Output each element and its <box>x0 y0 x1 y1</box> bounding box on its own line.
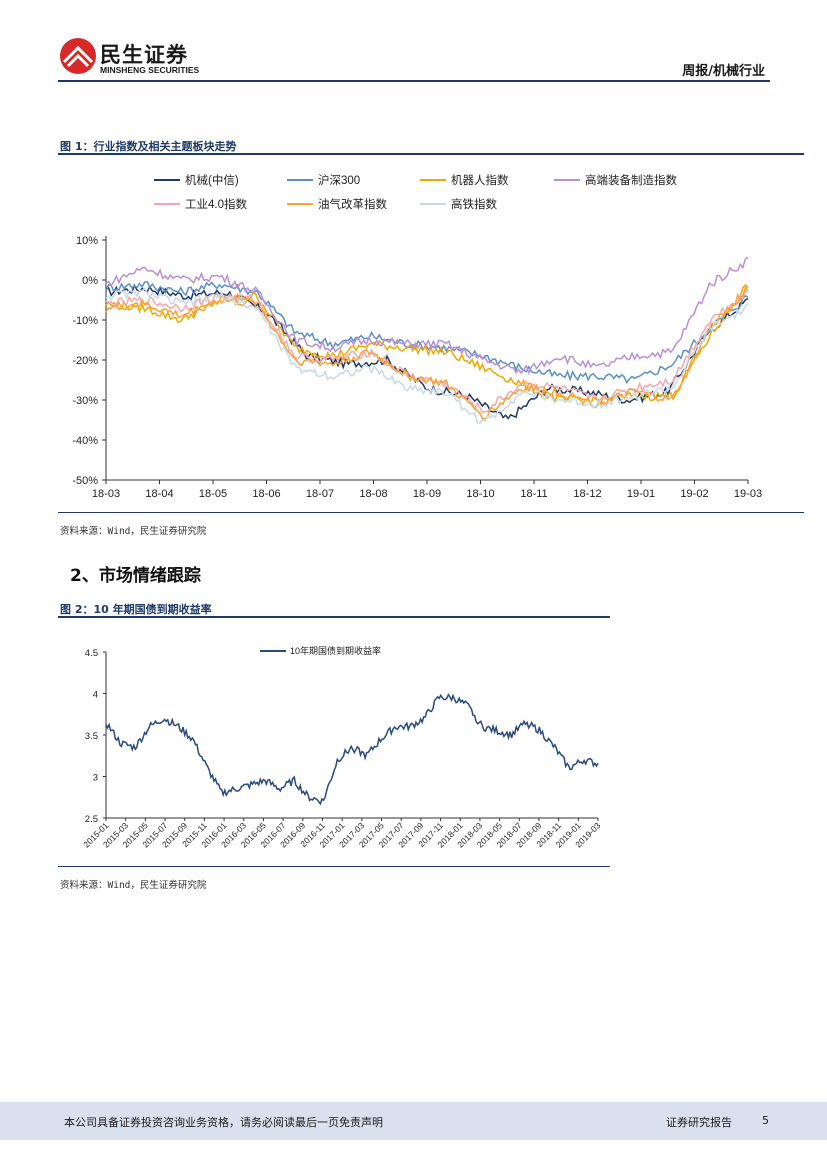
x-tick-label: 18-10 <box>466 488 494 500</box>
x-tick-label: 18-07 <box>306 488 334 500</box>
logo-text-cn: 民生证券 <box>100 43 188 67</box>
legend-label: 沪深300 <box>318 173 360 187</box>
section-title: 2、市场情绪跟踪 <box>70 566 201 586</box>
report-category: 周报/机械行业 <box>682 64 765 79</box>
y-tick-label: -50% <box>72 475 98 487</box>
y-tick-label: -40% <box>72 435 98 447</box>
x-tick-label: 19-02 <box>680 488 708 500</box>
y-tick-label: -20% <box>72 355 98 367</box>
series-line <box>105 256 749 375</box>
figure2-bottom-rule <box>58 866 610 867</box>
figure1-source: 资料来源：Wind，民生证券研究院 <box>60 526 207 537</box>
footer-disclaimer: 本公司具备证券投资咨询业务资格，请务必阅读最后一页免责声明 <box>64 1116 383 1129</box>
figure2-chart: 10年期国债到期收益率4.543.532.52015-012015-032015… <box>81 645 602 849</box>
legend-label: 10年期国债到期收益率 <box>290 645 381 656</box>
x-tick-label: 18-11 <box>520 488 547 500</box>
company-logo: 民生证券 MINSHENG SECURITIES <box>58 36 218 80</box>
x-tick-label: 18-12 <box>573 488 601 500</box>
series-line <box>105 287 749 425</box>
y-tick-label: 3.5 <box>85 731 98 742</box>
minsheng-logo-icon <box>60 38 96 74</box>
legend-label: 油气改革指数 <box>318 197 387 211</box>
x-tick-label: 18-05 <box>199 488 227 500</box>
legend-label: 机械(中信) <box>185 173 239 187</box>
y-tick-label: 4 <box>93 690 98 701</box>
y-tick-label: 10% <box>76 235 98 247</box>
figure1-bottom-rule <box>58 512 804 513</box>
series-line <box>105 280 749 385</box>
legend-label: 高端装备制造指数 <box>585 173 677 187</box>
figure1-title: 图 1：行业指数及相关主题板块走势 <box>60 140 237 153</box>
x-tick-label: 18-09 <box>413 488 441 500</box>
page-header: 民生证券 MINSHENG SECURITIES 周报/机械行业 <box>0 0 827 90</box>
figure2-top-rule <box>58 616 610 618</box>
header-divider <box>58 80 770 82</box>
x-tick-label: 18-08 <box>359 488 387 500</box>
page-number: 5 <box>762 1114 769 1127</box>
x-tick-label: 19-01 <box>627 488 655 500</box>
y-tick-label: -30% <box>72 395 98 407</box>
series-line <box>105 693 599 806</box>
footer-report-type: 证券研究报告 <box>666 1116 732 1129</box>
x-tick-label: 18-03 <box>92 488 120 500</box>
series-line <box>105 286 749 420</box>
y-tick-label: 4.5 <box>85 648 98 659</box>
figure2-title: 图 2：10 年期国债到期收益率 <box>60 603 212 616</box>
legend-label: 高铁指数 <box>451 197 497 211</box>
logo-text-en: MINSHENG SECURITIES <box>100 65 200 75</box>
y-tick-label: 2.5 <box>85 814 98 825</box>
figure2-source: 资料来源：Wind，民生证券研究院 <box>60 880 207 891</box>
y-tick-label: -10% <box>72 315 98 327</box>
x-tick-label: 18-06 <box>252 488 280 500</box>
figure1-top-rule <box>58 153 804 155</box>
y-tick-label: 3 <box>93 773 98 784</box>
legend-label: 机器人指数 <box>451 173 509 187</box>
page-footer: 本公司具备证券投资咨询业务资格，请务必阅读最后一页免责声明 证券研究报告 5 <box>0 1102 827 1140</box>
series-line <box>105 290 749 414</box>
legend-label: 工业4.0指数 <box>185 197 247 211</box>
x-tick-label: 19-03 <box>734 488 762 500</box>
y-tick-label: 0% <box>82 275 98 287</box>
x-tick-label: 18-04 <box>145 488 173 500</box>
